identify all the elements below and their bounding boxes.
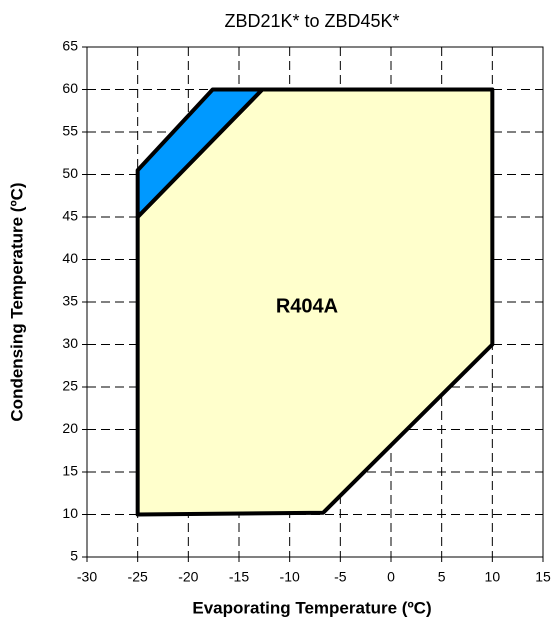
y-tick-label: 10 <box>62 505 78 521</box>
x-tick-label: -30 <box>77 569 97 585</box>
y-tick-label: 50 <box>62 165 78 181</box>
y-tick-label: 15 <box>62 463 78 479</box>
plot-border <box>86 46 544 558</box>
y-tick-label: 35 <box>62 293 78 309</box>
x-axis-label: Evaporating Temperature (ºC) <box>192 598 431 617</box>
y-axis-label: Condensing Temperature (ºC) <box>7 182 26 421</box>
x-tick-label: -15 <box>229 569 249 585</box>
y-tick-label: 30 <box>62 335 78 351</box>
x-tick-label: 15 <box>535 569 551 585</box>
y-tick-label: 5 <box>70 548 78 564</box>
y-tick-label: 45 <box>62 208 78 224</box>
y-tick-label: 55 <box>62 123 78 139</box>
x-tick-label: -5 <box>334 569 347 585</box>
x-tick-label: 5 <box>438 569 446 585</box>
x-tick-label: -20 <box>178 569 198 585</box>
envelope-region <box>135 87 265 219</box>
region-label: R404A <box>276 295 338 317</box>
chart-title: ZBD21K* to ZBD45K* <box>224 11 399 31</box>
y-tick-label: 20 <box>62 420 78 436</box>
x-tick-label: 0 <box>387 569 395 585</box>
y-tick-label: 40 <box>62 250 78 266</box>
x-tick-label: -25 <box>128 569 148 585</box>
y-tick-label: 65 <box>62 38 78 54</box>
y-tick-label: 25 <box>62 378 78 394</box>
y-tick-label: 60 <box>62 80 78 96</box>
x-tick-label: 10 <box>485 569 501 585</box>
x-tick-label: -10 <box>280 569 300 585</box>
